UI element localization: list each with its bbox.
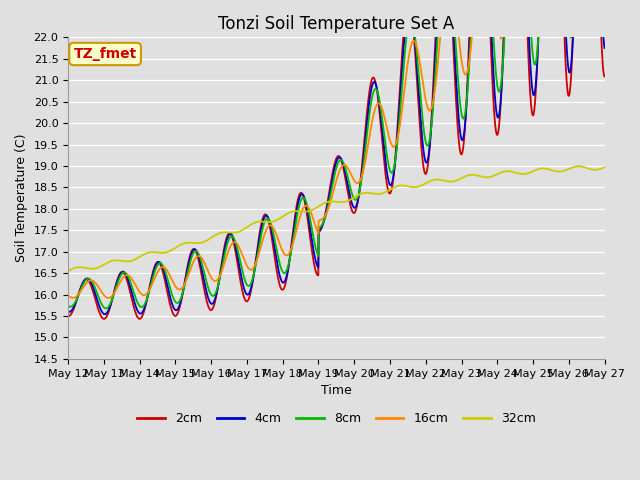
Legend: 2cm, 4cm, 8cm, 16cm, 32cm: 2cm, 4cm, 8cm, 16cm, 32cm bbox=[132, 407, 541, 430]
Title: Tonzi Soil Temperature Set A: Tonzi Soil Temperature Set A bbox=[218, 15, 454, 33]
X-axis label: Time: Time bbox=[321, 384, 352, 397]
Text: TZ_fmet: TZ_fmet bbox=[74, 47, 137, 61]
Y-axis label: Soil Temperature (C): Soil Temperature (C) bbox=[15, 134, 28, 263]
